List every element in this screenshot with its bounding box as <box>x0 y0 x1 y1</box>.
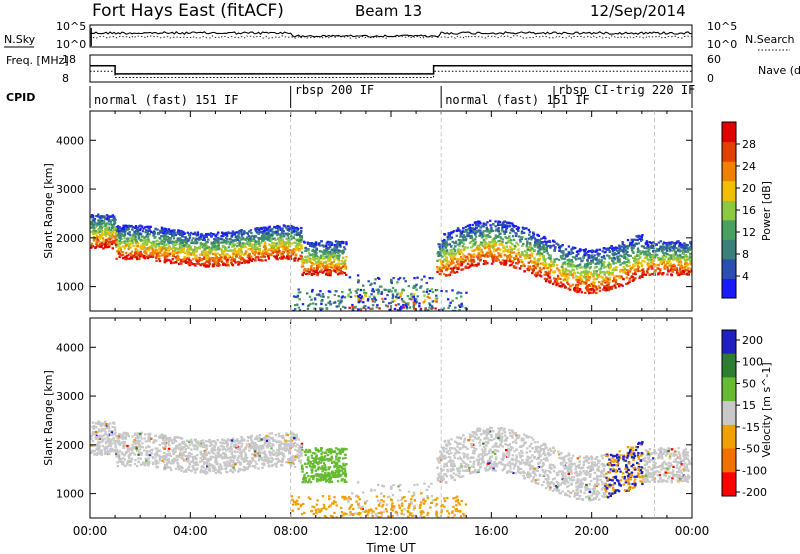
slant-range-tick: 1000 <box>56 281 84 294</box>
power-colorbar-tick: 8 <box>742 248 749 261</box>
nave-tick-bottom: 0 <box>707 72 714 85</box>
power-colorbar-tick: 28 <box>742 138 756 151</box>
velocity-ylabel: Slant Range [km] <box>42 370 55 466</box>
nsearch-tick-bottom: 10^0 <box>707 38 737 51</box>
nave-tick-top: 60 <box>707 53 721 66</box>
cpid-segment-3: rbsp CI-trig 220 IF <box>558 83 695 97</box>
power-colorbar-tick: 20 <box>742 182 756 195</box>
date-title: 12/Sep/2014 <box>590 2 686 20</box>
slant-range-tick: 1000 <box>56 488 84 501</box>
velocity-axes: 1000 2000 3000 4000 <box>56 318 693 518</box>
time-axis-label: Time UT <box>365 541 416 554</box>
nsky-label: N.Sky <box>4 33 36 46</box>
freq-panel: Freq. [MHz] 18 8 60 0 Nave (dotted) <box>6 53 800 85</box>
power-data <box>90 213 692 311</box>
power-colorbar: 4 8 12 16 20 24 28 <box>721 121 756 299</box>
velocity-colorbar-tick: -50 <box>742 443 760 456</box>
time-axis: 00:00 04:00 08:00 12:00 16:00 20:00 00:00 <box>73 524 710 538</box>
power-panel: 1000 2000 3000 4000 Slant Range [km] <box>42 110 693 312</box>
slant-range-tick: 2000 <box>56 232 84 245</box>
time-tick-label: 00:00 <box>73 524 108 538</box>
velocity-colorbar-label: Velocity [m s^-1] <box>760 362 773 457</box>
power-colorbar-label: Power [dB] <box>760 181 773 241</box>
time-tick-label: 04:00 <box>173 524 208 538</box>
nsearch-tick-top: 10^5 <box>707 20 737 33</box>
nsky-tick-top: 10^5 <box>56 20 86 33</box>
station-title: Fort Hays East (fitACF) <box>92 1 284 21</box>
beam-title: Beam 13 <box>355 2 422 20</box>
power-colorbar-tick: 24 <box>742 160 756 173</box>
time-tick-label: 08:00 <box>273 524 308 538</box>
velocity-data <box>90 420 692 518</box>
slant-range-tick: 3000 <box>56 390 84 403</box>
power-colorbar-tick: 12 <box>742 226 756 239</box>
nsky-panel: N.Sky 10^5 10^0 10^5 10^0 N.Search <box>4 20 795 51</box>
cpid-segment-0: normal (fast) 151 IF <box>94 93 239 107</box>
velocity-colorbar-tick: 15 <box>742 399 756 412</box>
slant-range-tick: 4000 <box>56 341 84 354</box>
time-tick-label: 00:00 <box>675 524 710 538</box>
freq-label: Freq. [MHz] <box>6 54 69 67</box>
nsky-series-line <box>89 31 693 38</box>
power-axes: 1000 2000 3000 4000 <box>56 111 693 311</box>
cpid-label: CPID <box>6 91 35 104</box>
slant-range-tick: 4000 <box>56 134 84 147</box>
nave-series-line <box>90 70 692 78</box>
velocity-colorbar-tick: 50 <box>742 377 756 390</box>
time-tick-label: 16:00 <box>474 524 509 538</box>
slant-range-tick: 3000 <box>56 183 84 196</box>
nave-label: Nave (dotted) <box>758 64 800 77</box>
velocity-colorbar-tick: 100 <box>742 356 763 369</box>
nsearch-series-line <box>89 35 693 39</box>
nsky-tick-bottom: 10^0 <box>56 38 86 51</box>
velocity-colorbar-tick: -15 <box>742 421 760 434</box>
slant-range-tick: 2000 <box>56 439 84 452</box>
time-tick-label: 20:00 <box>574 524 609 538</box>
freq-tick-bottom: 8 <box>62 72 69 85</box>
velocity-colorbar-tick: -100 <box>742 464 767 477</box>
velocity-colorbar-tick: -200 <box>742 486 767 499</box>
power-ylabel: Slant Range [km] <box>42 163 55 259</box>
power-colorbar-tick: 16 <box>742 204 756 217</box>
velocity-colorbar: 200 100 50 15 -15 -50 -100 -200 <box>721 329 767 499</box>
velocity-colorbar-tick: 200 <box>742 334 763 347</box>
freq-series-line <box>90 65 692 75</box>
power-colorbar-tick: 4 <box>742 270 749 283</box>
cpid-segment-1: rbsp 200 IF <box>295 83 374 97</box>
time-tick-label: 12:00 <box>374 524 409 538</box>
nsearch-label: N.Search <box>745 33 795 46</box>
freq-tick-top: 18 <box>62 53 76 66</box>
